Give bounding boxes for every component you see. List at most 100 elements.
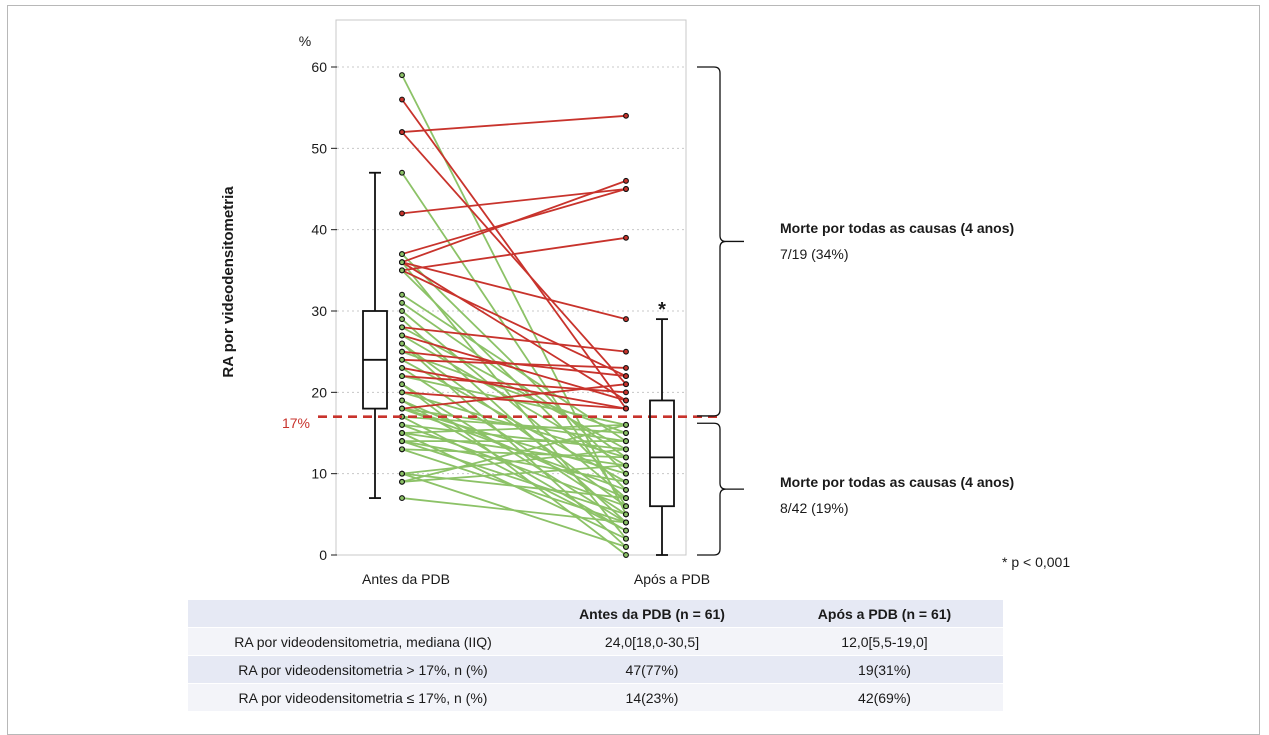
y-tick-label: 50 [311,140,327,156]
point-before [400,357,405,362]
point-before [400,252,405,257]
point-before [400,479,405,484]
point-after [624,512,629,517]
point-before [400,406,405,411]
table-row-label: RA por videodensitometria ≤ 17%, n (%) [188,684,538,712]
point-before [400,496,405,501]
point-before [400,211,405,216]
point-before [400,130,405,135]
table-cell: 42(69%) [766,684,1003,712]
point-after [624,463,629,468]
point-before [400,471,405,476]
table-cell: 24,0[18,0-30,5] [538,628,766,656]
point-after [624,317,629,322]
table-row: RA por videodensitometria ≤ 17%, n (%) 1… [188,684,1003,712]
point-before [400,292,405,297]
point-after [624,488,629,493]
point-before [400,73,405,78]
y-tick-label: 60 [311,59,327,75]
point-after [624,520,629,525]
table-header-cell: Após a PDB (n = 61) [766,600,1003,628]
point-before [400,325,405,330]
point-before [400,422,405,427]
x-axis-labels: Antes da PDB Após a PDB [362,571,710,587]
point-after [624,390,629,395]
point-after [624,528,629,533]
table-row-label: RA por videodensitometria, mediana (IIQ) [188,628,538,656]
point-after [624,178,629,183]
point-before [400,366,405,371]
chart: 0 10 20 30 40 50 60 Antes da PDB Após a PDB RA … [0,0,1269,600]
point-before [400,374,405,379]
brace-lower [697,423,726,555]
point-after [624,406,629,411]
point-after [624,471,629,476]
y-tick-label: 20 [311,384,327,400]
lower-annotation-title: Morte por todas as causas (4 anos) [780,474,1014,490]
summary-table: Antes da PDB (n = 61) Após a PDB (n = 61… [188,600,1003,712]
point-before [400,431,405,436]
significance-marker: * [658,299,666,321]
point-after [624,431,629,436]
table-cell: 14(23%) [538,684,766,712]
table-row-label: RA por videodensitometria > 17%, n (%) [188,656,538,684]
point-after [624,398,629,403]
point-before [400,317,405,322]
point-before [400,390,405,395]
point-after [624,374,629,379]
y-tick-label: 40 [311,222,327,238]
point-before [400,447,405,452]
table-cell: 19(31%) [766,656,1003,684]
point-before [400,333,405,338]
point-after [624,349,629,354]
table-cell: 12,0[5,5-19,0] [766,628,1003,656]
braces [697,67,744,555]
point-after [624,544,629,549]
y-axis: 0 10 20 30 40 50 60 [311,59,337,563]
point-before [400,300,405,305]
point-before [400,97,405,102]
point-before [400,398,405,403]
table-header-cell: Antes da PDB (n = 61) [538,600,766,628]
point-before [400,349,405,354]
y-tick-label: 0 [319,547,327,563]
y-axis-label: RA por videodensitometria [220,186,237,378]
point-before [400,341,405,346]
table-cell: 47(77%) [538,656,766,684]
point-after [624,553,629,558]
point-after [624,496,629,501]
point-before [400,309,405,314]
point-after [624,366,629,371]
table-row: RA por videodensitometria, mediana (IIQ)… [188,628,1003,656]
point-before [400,382,405,387]
point-before [400,260,405,265]
point-after [624,504,629,509]
point-after [624,382,629,387]
table-row: RA por videodensitometria > 17%, n (%) 4… [188,656,1003,684]
point-after [624,422,629,427]
point-before [400,268,405,273]
point-after [624,479,629,484]
table-header-cell [188,600,538,628]
upper-annotation-value: 7/19 (34%) [780,246,848,262]
point-after [624,235,629,240]
table-header-row: Antes da PDB (n = 61) Após a PDB (n = 61… [188,600,1003,628]
y-tick-label: 10 [311,466,327,482]
brace-upper [697,67,726,416]
x-category-label: Após a PDB [634,571,710,587]
p-value-note: * p < 0,001 [1002,554,1070,570]
upper-annotation-title: Morte por todas as causas (4 anos) [780,220,1014,236]
point-before [400,170,405,175]
point-after [624,455,629,460]
threshold-label: 17% [282,415,310,431]
point-after [624,113,629,118]
point-before [400,439,405,444]
lower-annotation-value: 8/42 (19%) [780,500,848,516]
y-tick-label: 30 [311,303,327,319]
point-after [624,447,629,452]
point-after [624,536,629,541]
y-unit-label: % [299,33,311,49]
point-after [624,187,629,192]
point-after [624,439,629,444]
x-category-label: Antes da PDB [362,571,450,587]
